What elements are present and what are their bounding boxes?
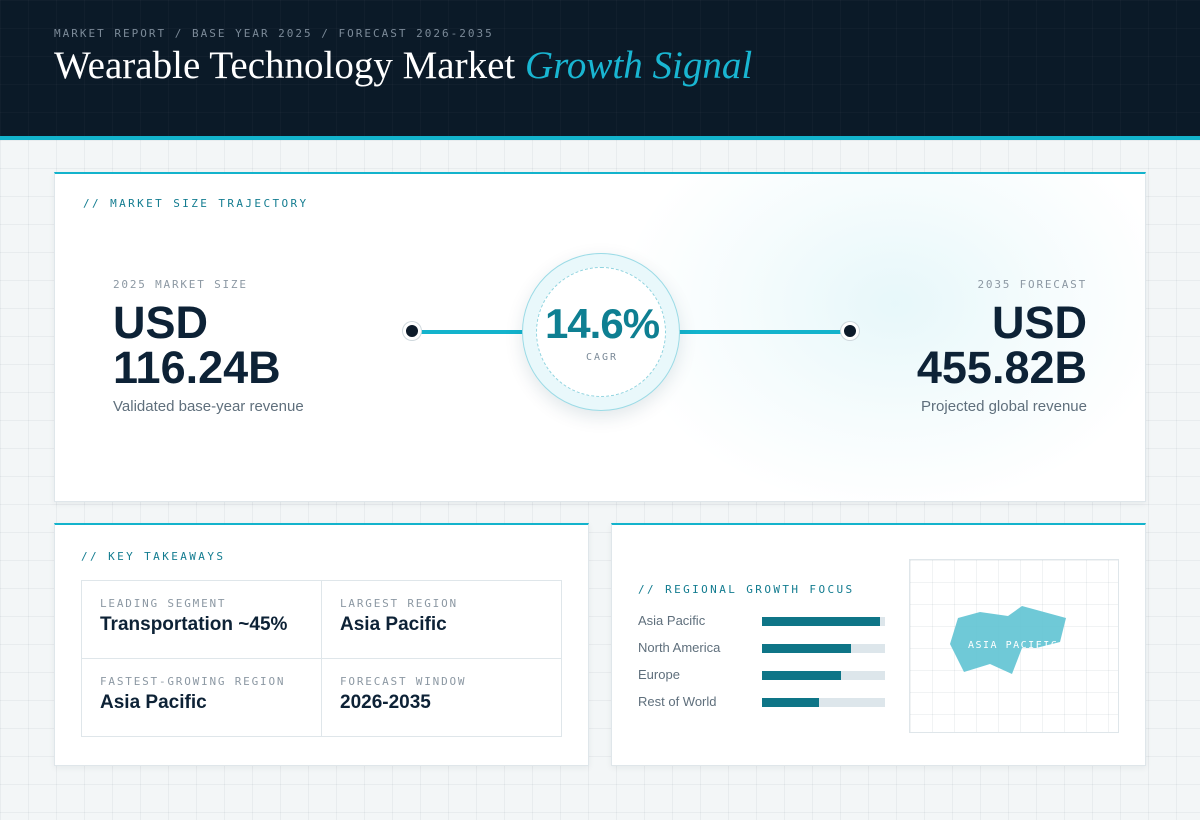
page-title-accent: Growth Signal bbox=[524, 44, 753, 87]
region-bar-track bbox=[762, 671, 885, 680]
regional-growth-card: // REGIONAL GROWTH FOCUS Asia Pacific No… bbox=[611, 523, 1146, 766]
takeaway-value: 2026-2035 bbox=[340, 692, 431, 713]
region-bar-fill bbox=[762, 644, 851, 653]
section-label-regional: // REGIONAL GROWTH FOCUS bbox=[638, 583, 855, 596]
base-year-amount: 116.24B bbox=[113, 342, 281, 393]
base-year-currency: USD bbox=[113, 297, 209, 348]
background-glow bbox=[615, 174, 1145, 501]
page-title-main: Wearable Technology Market bbox=[54, 44, 516, 87]
asia-pacific-map-shape bbox=[950, 606, 1066, 674]
page-title: Wearable Technology Market Growth Signal bbox=[54, 43, 752, 88]
page-header: MARKET REPORT / BASE YEAR 2025 / FORECAS… bbox=[0, 0, 1200, 140]
forecast-currency: USD bbox=[991, 297, 1087, 348]
base-year-caption: Validated base-year revenue bbox=[113, 398, 304, 415]
takeaway-value: Asia Pacific bbox=[100, 692, 207, 713]
region-bar-label: Rest of World bbox=[638, 694, 717, 709]
breadcrumb: MARKET REPORT / BASE YEAR 2025 / FORECAS… bbox=[54, 27, 494, 40]
region-bar-label: North America bbox=[638, 640, 721, 655]
map-region-label: ASIA PACIFIC bbox=[968, 640, 1059, 651]
takeaway-value: Transportation ~45% bbox=[100, 614, 288, 635]
cagr-value: 14.6% bbox=[544, 300, 660, 347]
region-bar-row: North America bbox=[638, 640, 888, 655]
takeaway-largest-region: LARGEST REGION Asia Pacific bbox=[322, 581, 562, 659]
cagr-label: CAGR bbox=[585, 352, 619, 363]
cagr-inner-circle: 14.6% CAGR bbox=[536, 267, 666, 397]
forecast-value: USD 455.82B bbox=[917, 300, 1087, 390]
region-bar-fill bbox=[762, 617, 881, 626]
forecast-label: 2035 FORECAST bbox=[977, 278, 1087, 291]
trajectory-end-node bbox=[841, 322, 859, 340]
takeaway-leading-segment: LEADING SEGMENT Transportation ~45% bbox=[82, 581, 322, 659]
takeaways-grid: LEADING SEGMENT Transportation ~45% LARG… bbox=[81, 580, 562, 737]
region-bar-track bbox=[762, 698, 885, 707]
key-takeaways-card: // KEY TAKEAWAYS LEADING SEGMENT Transpo… bbox=[54, 523, 589, 766]
trajectory-start-node bbox=[403, 322, 421, 340]
region-bar-fill bbox=[762, 698, 819, 707]
region-bar-row: Europe bbox=[638, 667, 888, 682]
section-label-trajectory: // MARKET SIZE TRAJECTORY bbox=[83, 197, 309, 210]
cagr-badge: 14.6% CAGR bbox=[522, 253, 680, 411]
region-bar-fill bbox=[762, 671, 841, 680]
market-size-trajectory-card: // MARKET SIZE TRAJECTORY 2025 MARKET SI… bbox=[54, 172, 1146, 502]
region-map: ASIA PACIFIC bbox=[909, 559, 1119, 733]
takeaway-label: FORECAST WINDOW bbox=[340, 675, 467, 688]
region-bar-label: Asia Pacific bbox=[638, 613, 706, 628]
section-label-takeaways: // KEY TAKEAWAYS bbox=[81, 550, 226, 563]
region-bar-row: Asia Pacific bbox=[638, 613, 888, 628]
takeaway-label: LARGEST REGION bbox=[340, 597, 458, 610]
takeaway-fastest-growing-region: FASTEST-GROWING REGION Asia Pacific bbox=[82, 659, 322, 737]
region-bar-track bbox=[762, 644, 885, 653]
base-year-value: USD 116.24B bbox=[113, 300, 281, 390]
forecast-caption: Projected global revenue bbox=[921, 398, 1087, 415]
takeaway-label: LEADING SEGMENT bbox=[100, 597, 227, 610]
takeaway-label: FASTEST-GROWING REGION bbox=[100, 675, 286, 688]
takeaway-forecast-window: FORECAST WINDOW 2026-2035 bbox=[322, 659, 562, 737]
region-bar-row: Rest of World bbox=[638, 694, 888, 709]
base-year-label: 2025 MARKET SIZE bbox=[113, 278, 248, 291]
region-bar-track bbox=[762, 617, 885, 626]
region-bar-label: Europe bbox=[638, 667, 680, 682]
forecast-amount: 455.82B bbox=[916, 342, 1087, 393]
takeaway-value: Asia Pacific bbox=[340, 614, 447, 635]
